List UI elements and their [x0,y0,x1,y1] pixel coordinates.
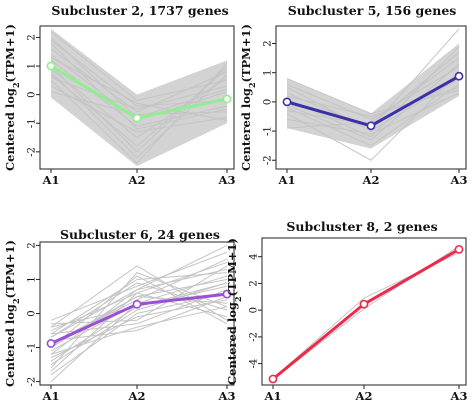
y-axis-label: Centered log2(TPM+1) [3,24,21,171]
gene-profile-line [50,275,228,348]
x-tick-label: A3 [450,389,468,403]
gene-profile-line [286,63,460,141]
gene-profile-line [286,66,460,120]
y-tick-label: 1 [27,276,38,282]
y-tick-label: 0 [27,310,38,316]
gene-profile-line [50,299,228,359]
gene-profile-line [50,57,228,121]
gene-profile-line [50,31,228,101]
gene-profile-line [50,306,228,355]
x-tick-label: A2 [362,173,380,187]
y-tick-label: 0 [27,91,38,97]
centroid-point-A2 [132,299,142,309]
gene-profile-line [50,282,228,365]
gene-profile-line [272,252,460,379]
panel-title: Subcluster 6, 24 genes [60,227,220,242]
centroid-point-A2 [359,299,369,309]
y-tick-label: 0 [249,307,260,313]
y-tick-label: -2 [27,377,38,387]
x-tick-label: A3 [218,173,236,187]
centroid-line [272,248,460,381]
y-axis-label: Centered log2(TPM+1) [3,240,21,387]
gene-profile-line [50,62,228,164]
y-tick-label: -1 [263,126,274,136]
y-tick-label: 1 [27,63,38,69]
gene-profile-line [50,272,228,369]
gene-profile-line [286,86,460,117]
y-axis-label: Centered log2(TPM+1) [239,24,257,171]
gene-profile-line [50,265,228,328]
panel-4: Subcluster 8, 2 genes -4 -2 0 2 4 A1 A2 A3 Center… [225,219,467,403]
panel-1: Subcluster 2, 1737 genes -2 -1 0 1 2 A1 A2 A3 Cen… [3,3,235,187]
centroid-point-A1 [46,61,56,71]
gene-profile-line [50,268,228,338]
y-tick-label: -2 [263,155,274,165]
gene-profile-line [50,71,228,159]
gene-profile-line [50,77,228,110]
gene-profile-line [286,78,460,115]
gene-profile-line [50,48,228,113]
x-tick-label: A2 [128,389,146,403]
gene-profile-line [50,292,228,376]
gene-profile-line [50,65,228,153]
gene-profile-line [286,83,460,147]
y-tick-label: 4 [249,254,260,260]
gene-profile-line [50,278,228,345]
x-tick-label: A2 [355,389,373,403]
gene-profile-line [50,42,228,130]
centroid-point-A2 [366,121,376,131]
gene-profile-line [286,72,460,161]
gene-profile-line [286,78,460,132]
gene-profile-line [50,272,228,335]
y-tick-label: 2 [249,280,260,286]
y-tick-label: 2 [27,242,38,248]
x-tick-label: A1 [278,173,296,187]
centroid-point-A2 [132,113,142,123]
gene-profile-line [50,251,228,321]
panel-2: Subcluster 5, 156 genes -2 -1 0 1 2 A1 A2 A3 Cent… [239,3,467,187]
panel-title: Subcluster 2, 1737 genes [51,3,228,18]
centroid-point-A1 [46,339,56,348]
gene-profile-line [286,92,460,135]
x-tick-label: A1 [264,389,282,403]
gene-profile-line [50,68,228,139]
centroid-point-A3 [454,244,464,254]
y-tick-label: -4 [249,359,260,369]
centroid-point-A1 [268,374,278,384]
centroid-point-A1 [282,97,292,107]
panel-title: Subcluster 5, 156 genes [288,3,457,18]
y-tick-label: 0 [263,99,274,105]
x-tick-label: A2 [128,173,146,187]
x-tick-label: A1 [42,389,60,403]
x-tick-label: A1 [42,173,60,187]
y-tick-label: -2 [249,332,260,342]
centroid-point-A3 [222,289,232,299]
profile-band [51,28,227,167]
x-tick-label: A3 [450,173,468,187]
panel-3: Subcluster 6, 24 genes -2 -1 0 1 2 A1 A2 A3 Cente… [3,227,235,403]
gene-profile-line [50,265,228,325]
centroid-point-A3 [454,71,464,81]
x-tick-label: A3 [218,389,236,403]
centroid-point-A3 [222,94,232,104]
y-tick-label: -1 [27,343,38,353]
y-tick-label: 1 [263,70,274,76]
y-axis-label: Centered log2(TPM+1) [225,238,243,385]
y-tick-label: -1 [27,118,38,128]
panel-title: Subcluster 8, 2 genes [286,219,437,234]
y-tick-label: 2 [27,34,38,40]
y-tick-label: -2 [27,147,38,157]
gene-profile-line [50,85,228,133]
y-tick-label: 2 [263,40,274,46]
